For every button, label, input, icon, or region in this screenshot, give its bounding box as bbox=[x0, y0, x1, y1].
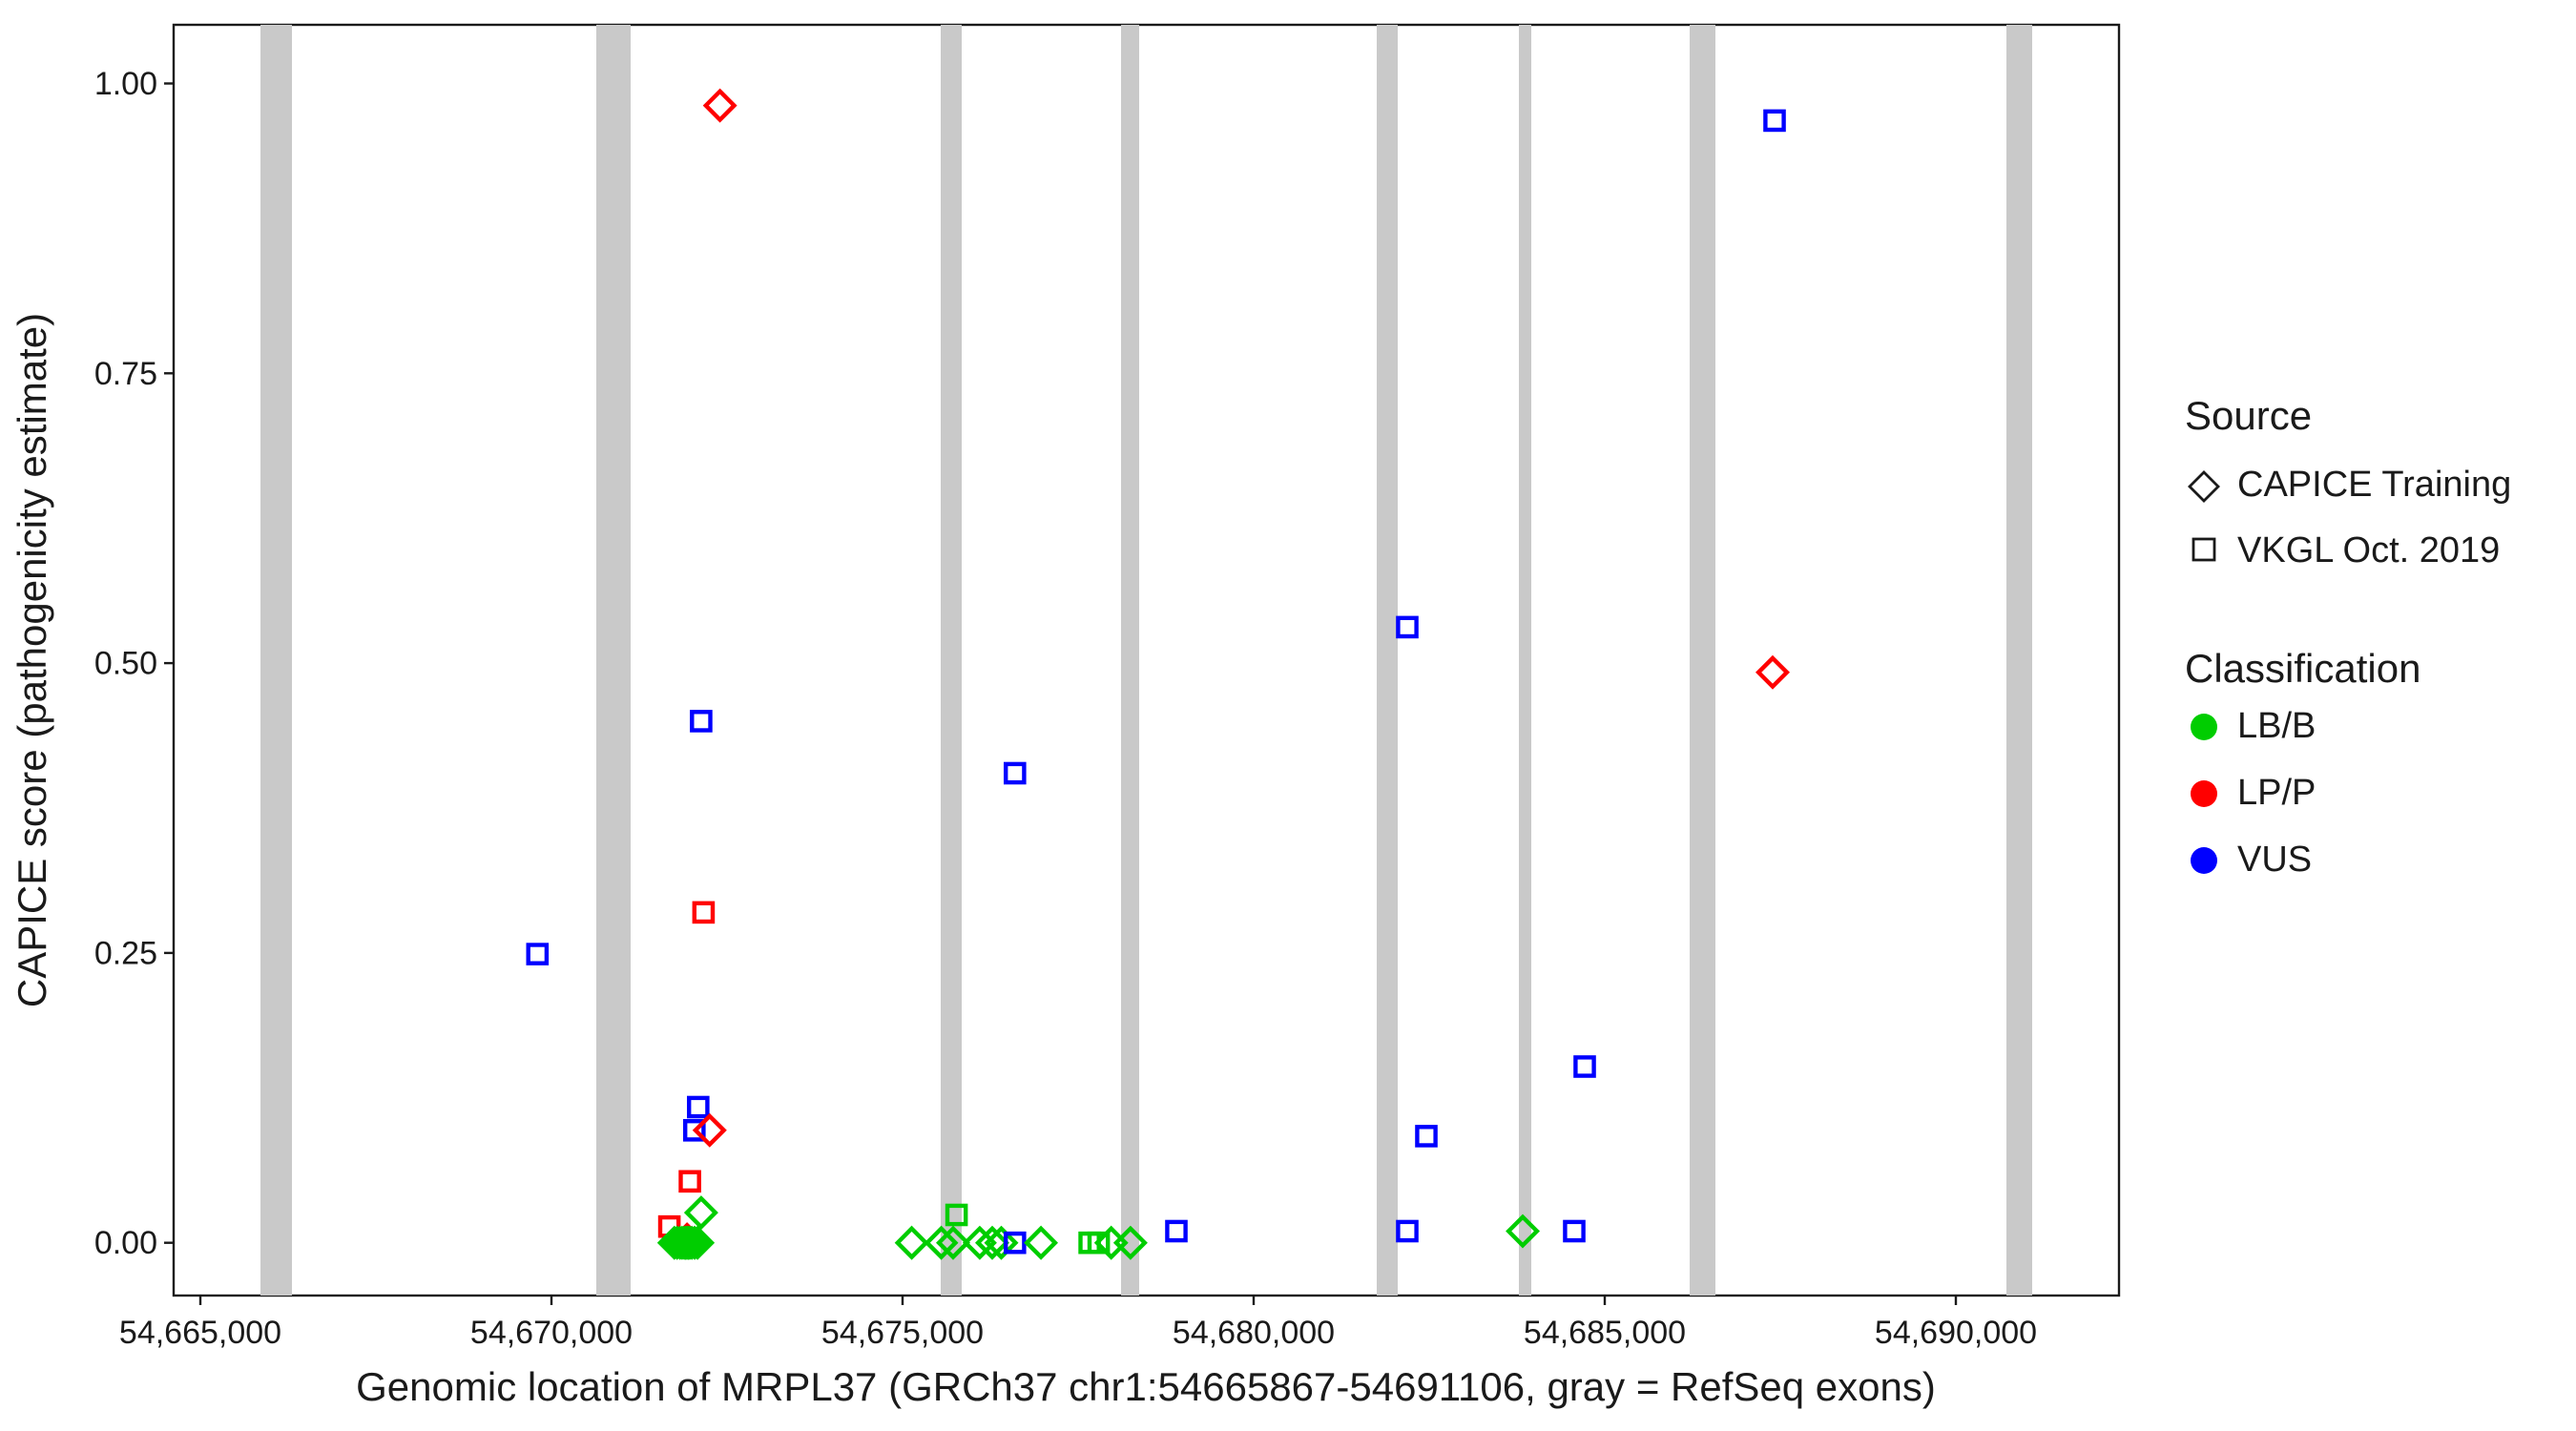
svg-text:0.00: 0.00 bbox=[94, 1225, 157, 1261]
svg-text:VKGL Oct. 2019: VKGL Oct. 2019 bbox=[2237, 530, 2500, 570]
svg-text:54,680,000: 54,680,000 bbox=[1173, 1315, 1335, 1351]
svg-text:Source: Source bbox=[2185, 393, 2312, 438]
svg-text:Classification: Classification bbox=[2185, 646, 2420, 691]
svg-text:LB/B: LB/B bbox=[2237, 706, 2316, 746]
svg-text:54,670,000: 54,670,000 bbox=[470, 1315, 633, 1351]
svg-text:54,665,000: 54,665,000 bbox=[119, 1315, 281, 1351]
svg-text:1.00: 1.00 bbox=[94, 66, 157, 102]
svg-text:0.25: 0.25 bbox=[94, 935, 157, 971]
svg-text:54,690,000: 54,690,000 bbox=[1875, 1315, 2037, 1351]
svg-text:54,675,000: 54,675,000 bbox=[821, 1315, 984, 1351]
svg-text:LP/P: LP/P bbox=[2237, 773, 2316, 813]
svg-text:0.50: 0.50 bbox=[94, 646, 157, 682]
svg-text:0.75: 0.75 bbox=[94, 356, 157, 392]
svg-text:VUS: VUS bbox=[2237, 840, 2312, 880]
svg-text:CAPICE score (pathogenicity es: CAPICE score (pathogenicity estimate) bbox=[10, 313, 54, 1007]
svg-text:Genomic location of MRPL37 (GR: Genomic location of MRPL37 (GRCh37 chr1:… bbox=[356, 1364, 1936, 1409]
svg-text:54,685,000: 54,685,000 bbox=[1524, 1315, 1686, 1351]
svg-text:CAPICE Training: CAPICE Training bbox=[2237, 465, 2511, 505]
